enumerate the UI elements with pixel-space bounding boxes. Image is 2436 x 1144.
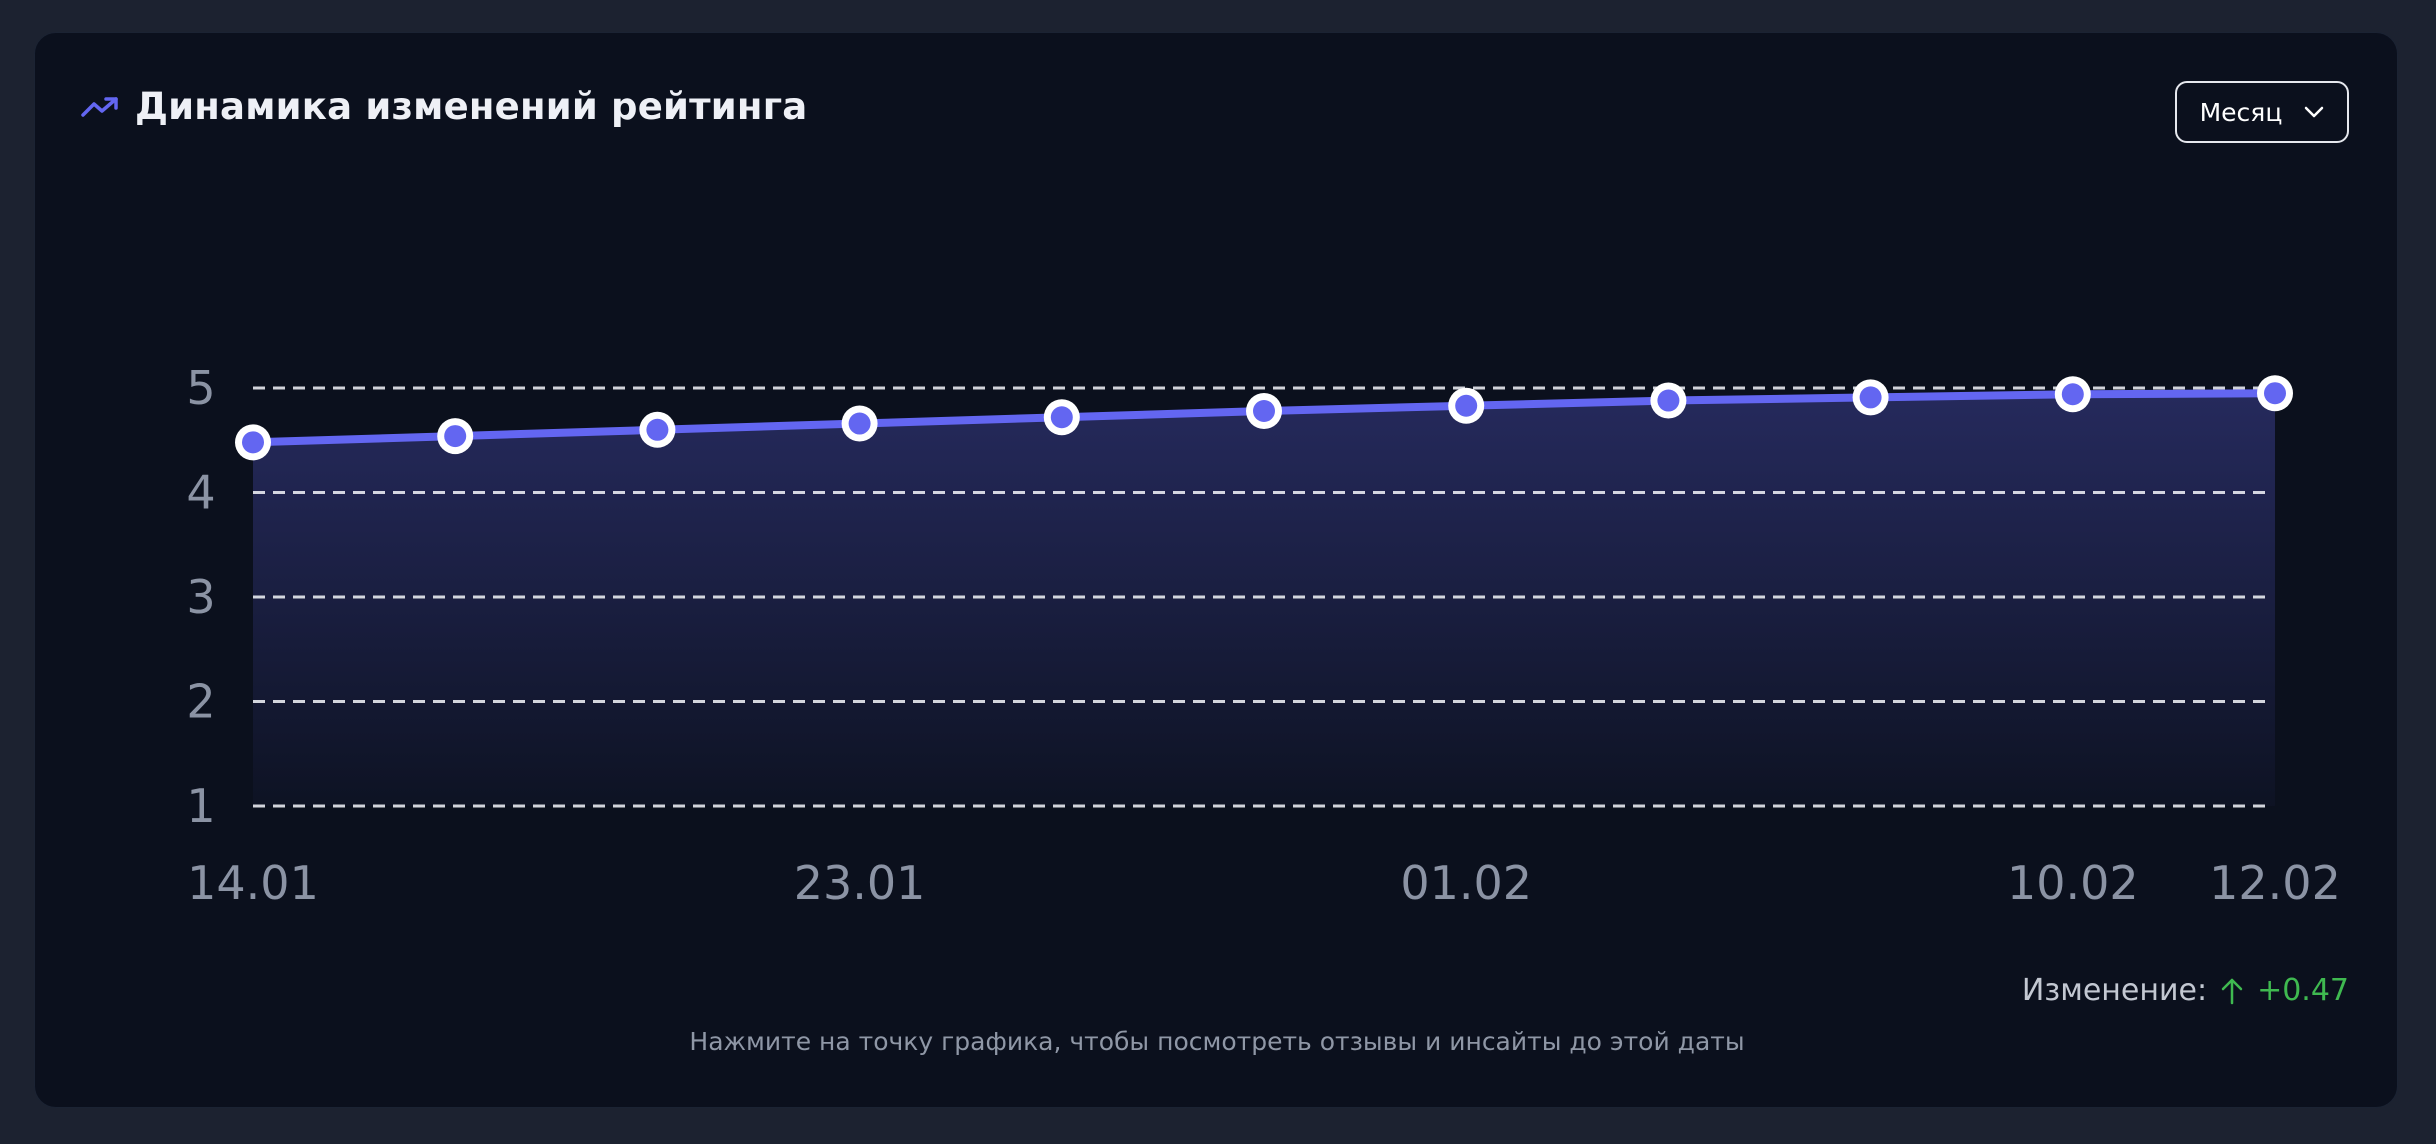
x-tick-label: 12.02 — [2209, 856, 2341, 910]
card-header: Динамика изменений рейтинга — [81, 85, 807, 128]
y-tick-label: 5 — [186, 361, 215, 415]
data-point-inner — [848, 412, 871, 435]
data-point[interactable] — [639, 411, 676, 448]
rating-change-summary: Изменение: +0.47 — [2022, 973, 2349, 1008]
data-point[interactable] — [1246, 392, 1282, 429]
y-tick-label: 3 — [186, 570, 215, 624]
x-tick-label: 01.02 — [1400, 856, 1532, 910]
data-point[interactable] — [2257, 375, 2293, 412]
data-point[interactable] — [841, 405, 878, 442]
trending-up-icon — [81, 96, 118, 117]
chart-hint: Нажмите на точку графика, чтобы посмотре… — [689, 1027, 1745, 1056]
y-tick-label: 4 — [186, 466, 215, 520]
change-value: +0.47 — [2257, 973, 2349, 1008]
arrow-up-icon — [2221, 978, 2243, 1004]
data-point-inner — [444, 425, 467, 448]
data-point[interactable] — [1448, 387, 1485, 424]
period-dropdown[interactable]: Месяц — [2175, 81, 2349, 143]
data-point-inner — [2264, 382, 2286, 405]
data-point-inner — [242, 431, 264, 454]
data-point-inner — [1050, 406, 1073, 429]
data-point[interactable] — [1043, 399, 1080, 436]
data-point[interactable] — [235, 424, 271, 461]
period-dropdown-value: Месяц — [2199, 97, 2283, 127]
data-point-inner — [1455, 394, 1478, 417]
data-point-inner — [646, 418, 669, 441]
x-tick-label: 14.01 — [187, 856, 319, 910]
data-point-inner — [1253, 399, 1275, 422]
data-point[interactable] — [1650, 382, 1687, 419]
x-tick-label: 10.02 — [2007, 856, 2139, 910]
rating-chart: 1 2 3 4 5 14.01 23.01 01.02 10.02 12.02 — [186, 361, 2341, 910]
data-point-inner — [1859, 386, 1882, 409]
y-tick-label: 1 — [186, 779, 215, 833]
y-tick-label: 2 — [186, 675, 215, 729]
change-label: Изменение: — [2021, 973, 2208, 1008]
data-point[interactable] — [2054, 376, 2091, 413]
data-point[interactable] — [1852, 379, 1889, 416]
data-point-inner — [2061, 383, 2084, 406]
data-point-inner — [1657, 389, 1680, 412]
chart-area-fill — [253, 393, 2275, 806]
chart-title: Динамика изменений рейтинга — [135, 85, 808, 128]
chevron-down-icon — [2305, 106, 2324, 118]
data-point[interactable] — [437, 418, 474, 455]
x-tick-label: 23.01 — [794, 856, 926, 910]
